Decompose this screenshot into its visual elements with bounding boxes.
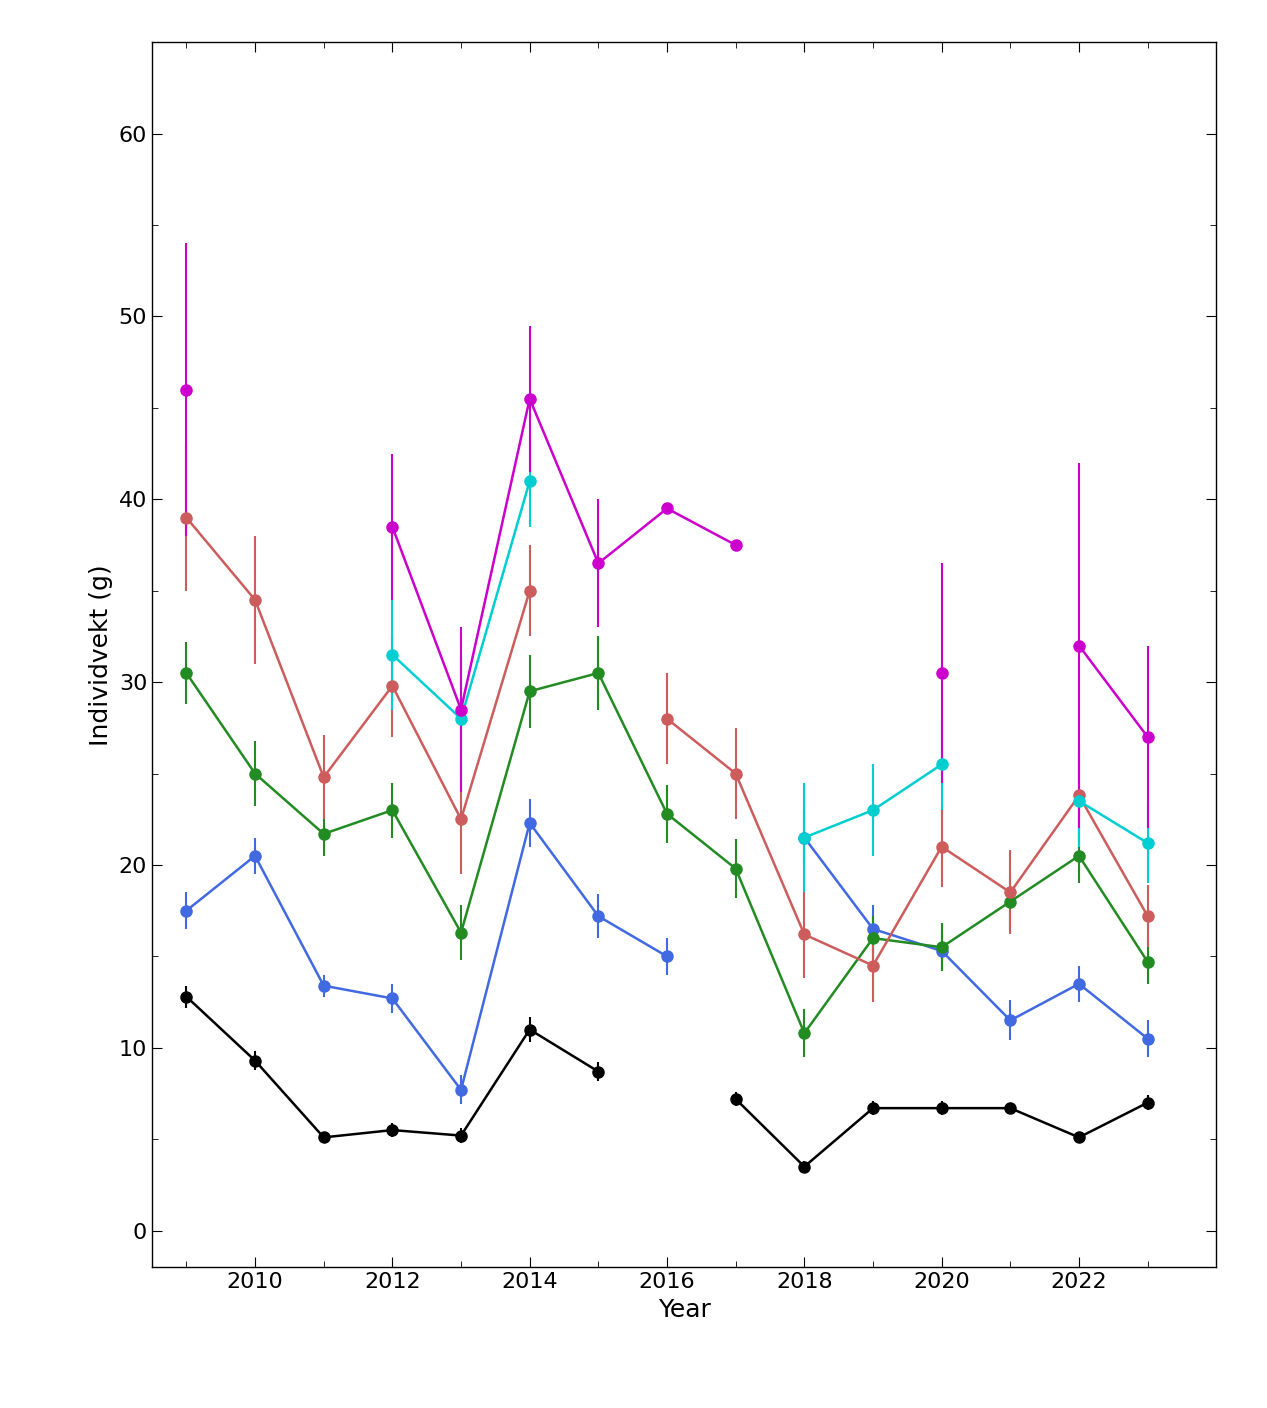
Y-axis label: Individvekt (g): Individvekt (g) — [89, 565, 113, 745]
X-axis label: Year: Year — [658, 1298, 711, 1322]
